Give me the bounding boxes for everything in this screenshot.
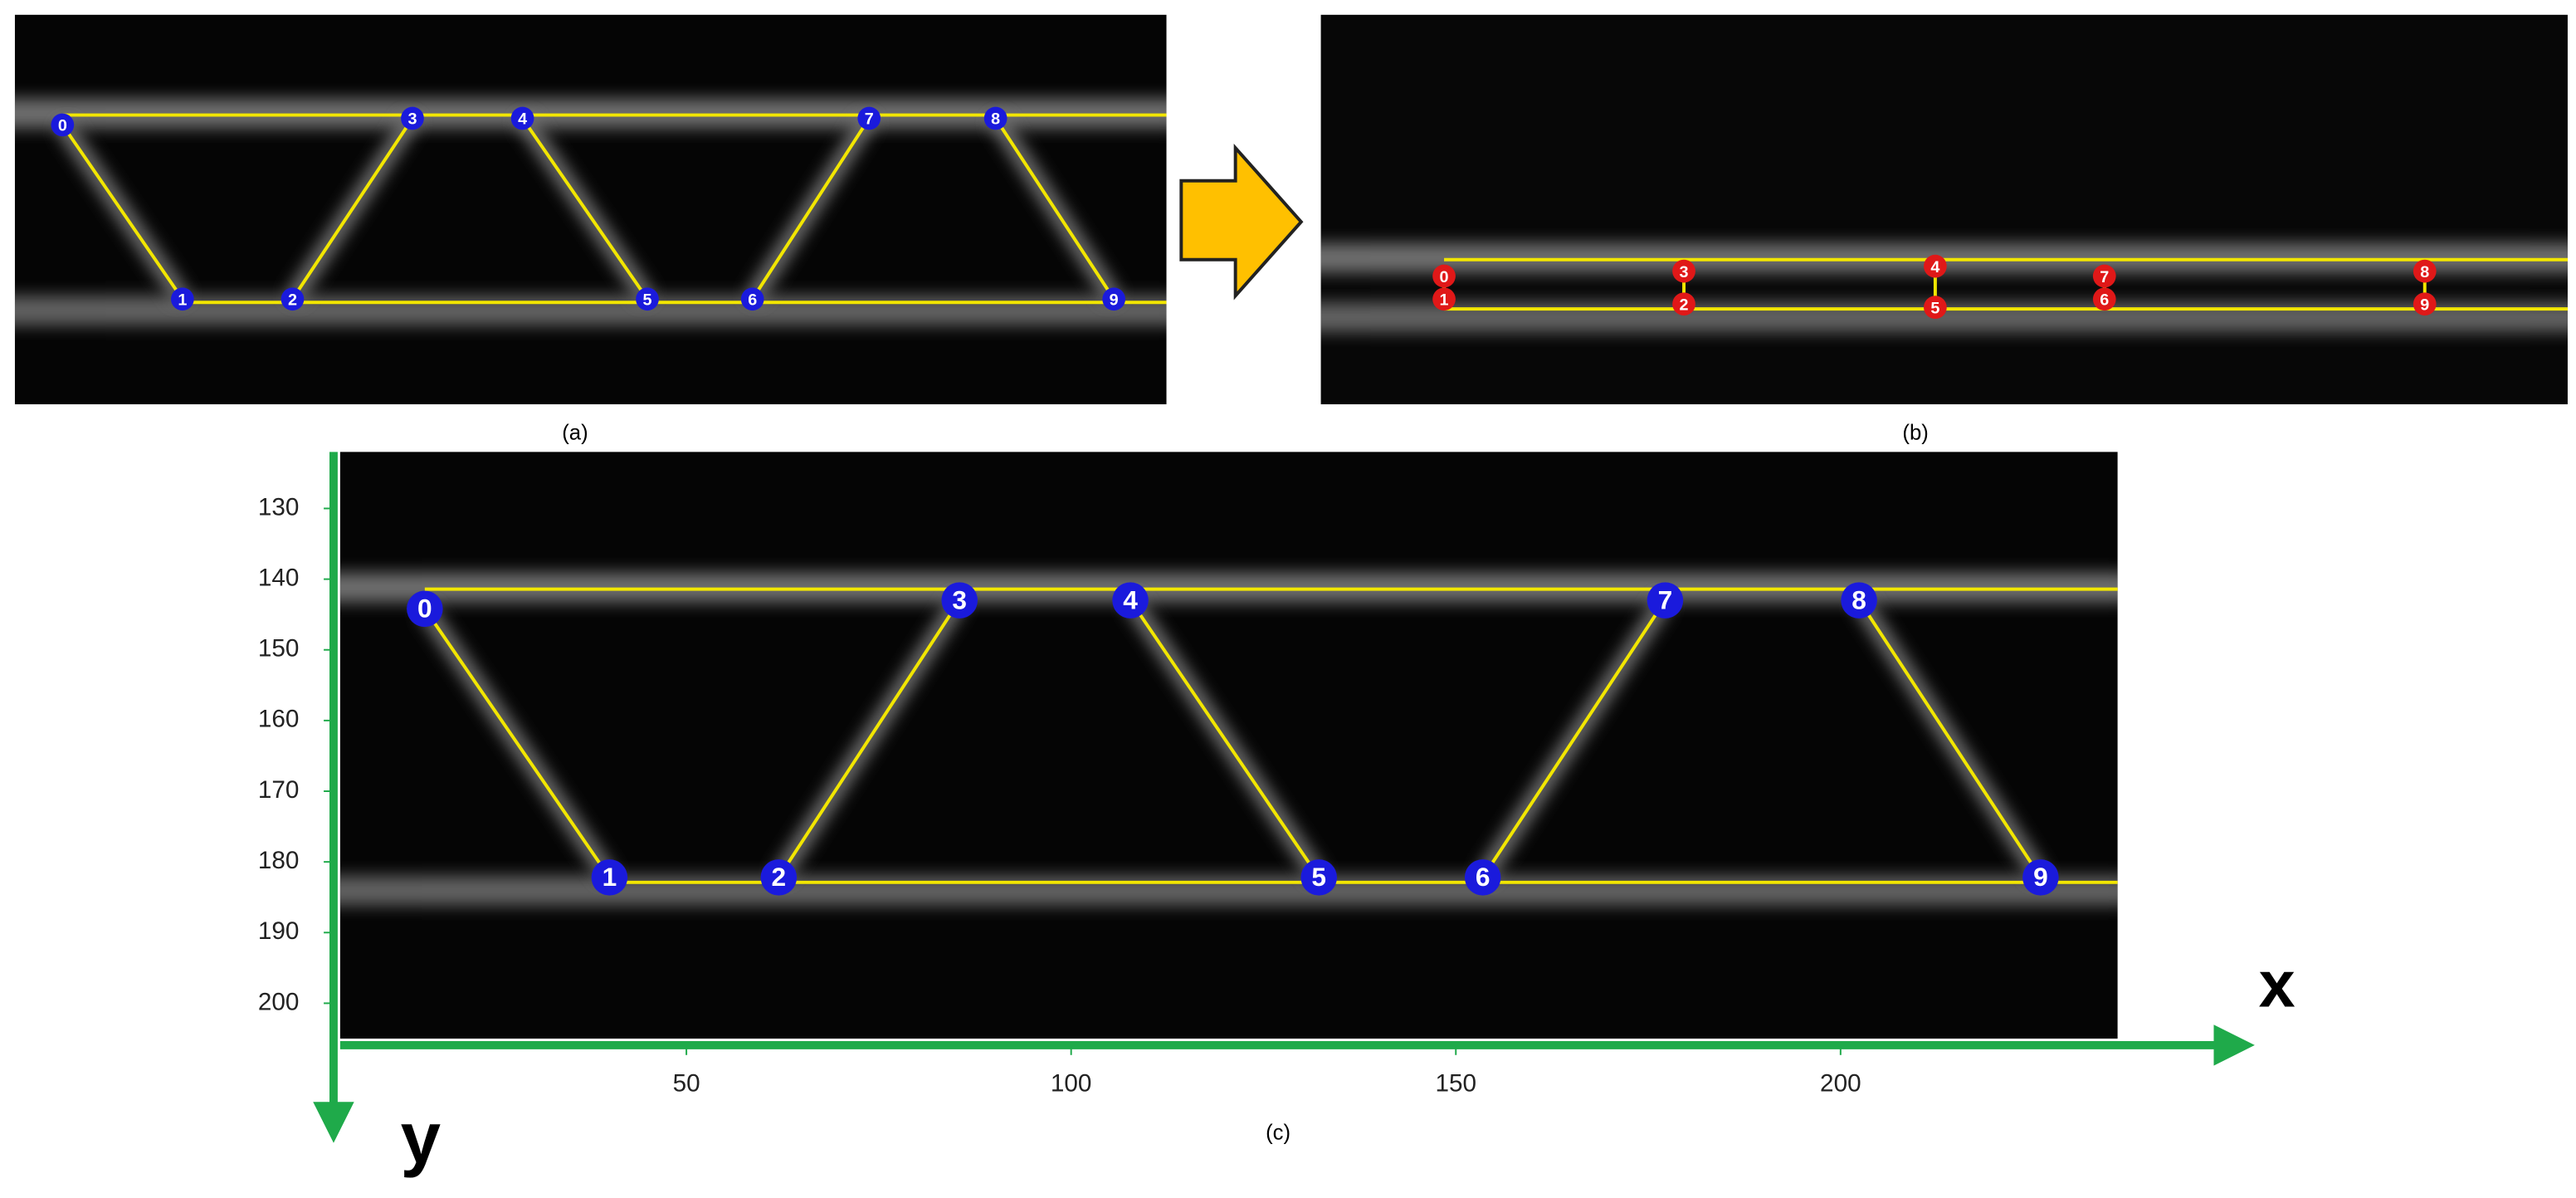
node-label: 2 (772, 862, 787, 892)
node-label: 9 (2420, 296, 2429, 314)
node (1924, 254, 1947, 278)
node-label: 5 (1311, 862, 1326, 892)
node-label: 1 (603, 862, 617, 892)
node-label: 6 (2100, 291, 2109, 309)
contour (1129, 599, 1320, 878)
y-tick-label: 160 (258, 706, 300, 733)
panel-b: 0 1 2 3 4 5 6 7 8 9 (1320, 242, 2568, 332)
x-tick-label: 50 (673, 1069, 700, 1097)
y-tick-label: 170 (258, 776, 300, 804)
node (2022, 859, 2059, 896)
node (1647, 582, 1684, 619)
contour (520, 117, 649, 301)
node (170, 287, 194, 311)
contour (751, 117, 871, 301)
node (2092, 287, 2116, 311)
contour (1857, 599, 2042, 878)
node-label: 3 (1680, 263, 1689, 281)
node (1112, 582, 1149, 619)
node (401, 106, 424, 130)
contour (1481, 599, 1667, 878)
node-label: 6 (748, 291, 757, 309)
beam-band (1320, 242, 2568, 273)
node (636, 287, 659, 311)
panel-c: 0 1 2 3 4 5 6 7 8 9 (339, 572, 2118, 906)
node-label: 3 (407, 110, 417, 129)
node-label: 2 (1680, 296, 1689, 314)
beam-band (1320, 302, 2568, 332)
node-label: 4 (518, 110, 527, 129)
node (1464, 859, 1501, 896)
node (760, 859, 798, 896)
contour (994, 117, 1115, 301)
node-label: 7 (1658, 584, 1673, 614)
node-label: 2 (288, 291, 297, 309)
y-tick-label: 150 (258, 635, 300, 663)
node-label: 0 (417, 594, 432, 623)
node (1102, 287, 1126, 311)
y-tick-label: 180 (258, 847, 300, 874)
node (1924, 296, 1947, 320)
x-axis-label: x (2259, 947, 2295, 1021)
node-label: 1 (178, 291, 187, 309)
node (281, 287, 305, 311)
node (51, 113, 75, 137)
contour (290, 117, 414, 301)
y-tick-label: 140 (258, 564, 300, 591)
caption: (b) (1902, 421, 1928, 444)
node-label: 9 (2033, 862, 2048, 892)
node-label: 0 (1440, 268, 1449, 286)
node (983, 106, 1007, 130)
node-label: 0 (58, 117, 67, 135)
node-label: 4 (1123, 584, 1138, 614)
arrow (1179, 143, 1304, 301)
node-label: 5 (643, 291, 652, 309)
node-label: 8 (1852, 584, 1866, 614)
node (1672, 259, 1695, 283)
y-tick-label: 200 (258, 988, 300, 1015)
node-label: 8 (2420, 263, 2429, 281)
x-tick-label: 100 (1051, 1069, 1092, 1097)
node (1432, 287, 1456, 311)
node (1841, 582, 1877, 619)
node-label: 9 (1110, 291, 1119, 309)
node (591, 859, 628, 896)
caption: (c) (1266, 1122, 1290, 1145)
node (510, 106, 534, 130)
y-tick-label: 130 (258, 493, 300, 521)
node-label: 7 (2100, 268, 2109, 286)
beam-band (339, 875, 2118, 906)
node-label: 8 (991, 110, 1000, 129)
node (857, 106, 881, 130)
contour (423, 608, 612, 879)
node-label: 5 (1930, 299, 1939, 317)
x-tick-label: 200 (1820, 1069, 1861, 1097)
node (2413, 292, 2437, 316)
y-axis-label: y (401, 1098, 441, 1179)
caption: (a) (562, 421, 588, 444)
node (2413, 259, 2437, 283)
panel-b-image (1320, 14, 2568, 404)
node (1300, 859, 1337, 896)
node-label: 3 (952, 584, 967, 614)
node-label: 7 (865, 110, 874, 129)
contour (61, 124, 184, 301)
node (2092, 264, 2116, 288)
node-label: 1 (1440, 291, 1449, 309)
node (740, 287, 764, 311)
x-tick-label: 150 (1435, 1069, 1476, 1097)
panel-a: 0 1 2 3 4 5 6 7 8 9 (14, 98, 1167, 325)
node-label: 4 (1930, 258, 1939, 276)
node (941, 582, 978, 619)
contour (777, 599, 961, 878)
node (1432, 264, 1456, 288)
y-tick-label: 190 (258, 917, 300, 945)
node-label: 6 (1476, 862, 1490, 892)
node (407, 590, 443, 628)
node (1672, 292, 1695, 316)
